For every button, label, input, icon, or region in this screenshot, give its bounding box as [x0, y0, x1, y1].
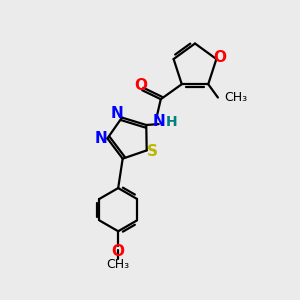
Text: S: S — [147, 144, 158, 159]
Text: O: O — [112, 244, 125, 259]
Text: CH₃: CH₃ — [106, 258, 130, 272]
Text: N: N — [152, 114, 165, 129]
Text: O: O — [134, 78, 147, 93]
Text: N: N — [110, 106, 123, 122]
Text: CH₃: CH₃ — [224, 91, 248, 104]
Text: H: H — [166, 115, 178, 129]
Text: O: O — [214, 50, 226, 65]
Text: N: N — [94, 131, 107, 146]
